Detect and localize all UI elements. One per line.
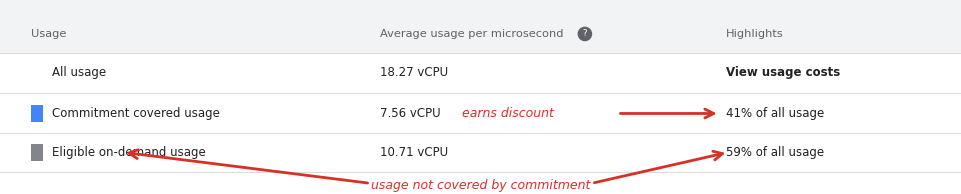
Text: 7.56 vCPU: 7.56 vCPU bbox=[380, 107, 440, 120]
Bar bbox=[0, 0, 961, 53]
Text: ?: ? bbox=[579, 29, 589, 38]
Text: Eligible on-demand usage: Eligible on-demand usage bbox=[52, 146, 206, 159]
Text: Usage: Usage bbox=[31, 29, 66, 39]
Text: Commitment covered usage: Commitment covered usage bbox=[52, 107, 220, 120]
Text: 59% of all usage: 59% of all usage bbox=[726, 146, 824, 159]
Text: 41% of all usage: 41% of all usage bbox=[726, 107, 824, 120]
Text: Highlights: Highlights bbox=[726, 29, 783, 39]
Bar bbox=[31, 105, 43, 122]
Text: 10.71 vCPU: 10.71 vCPU bbox=[380, 146, 448, 159]
Bar bbox=[31, 144, 43, 161]
Text: View usage costs: View usage costs bbox=[726, 66, 840, 79]
Text: earns discount: earns discount bbox=[461, 107, 554, 120]
Text: Average usage per microsecond: Average usage per microsecond bbox=[380, 29, 563, 39]
Text: All usage: All usage bbox=[52, 66, 106, 79]
Text: 18.27 vCPU: 18.27 vCPU bbox=[380, 66, 448, 79]
Text: usage not covered by commitment: usage not covered by commitment bbox=[371, 179, 590, 192]
